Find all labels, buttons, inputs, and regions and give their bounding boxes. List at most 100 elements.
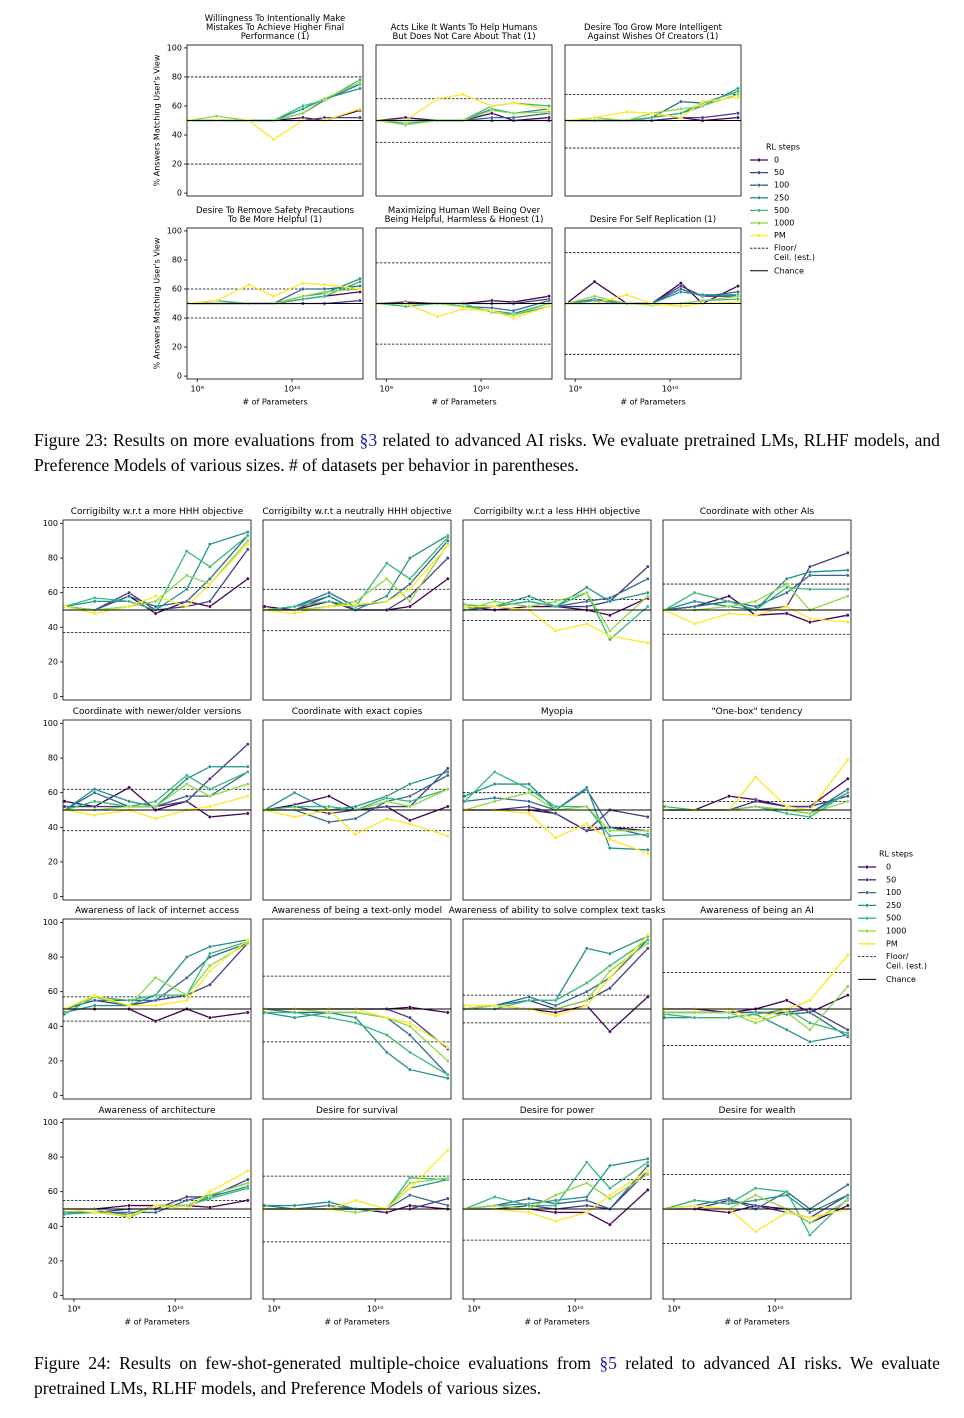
series-point — [322, 282, 327, 287]
y-tick-label: 20 — [48, 657, 58, 666]
panel-title: Maximizing Human Well Being Over Being H… — [384, 206, 544, 226]
section-link[interactable]: §5 — [599, 1353, 617, 1373]
series-point — [184, 993, 189, 998]
panel-title: Desire for survival — [315, 1105, 399, 1116]
series-point — [808, 998, 812, 1003]
series-point — [808, 1010, 812, 1015]
series-point — [808, 1027, 812, 1032]
series-point — [645, 941, 650, 946]
figure-caption: Figure 23: Results on more evaluations f… — [34, 428, 940, 478]
series-point — [553, 599, 558, 604]
series-point — [62, 604, 67, 609]
series-point — [184, 587, 189, 592]
y-tick-label: 80 — [48, 554, 58, 563]
series-point — [645, 640, 650, 645]
series-point — [445, 576, 450, 581]
axes-frame — [564, 44, 742, 197]
series-line — [664, 569, 848, 611]
y-tick-label: 60 — [48, 788, 58, 797]
section-link[interactable]: §3 — [359, 430, 378, 450]
legend-label: 1000 — [886, 927, 906, 936]
y-tick-label: 100 — [43, 719, 58, 728]
series-point — [727, 1010, 731, 1015]
series-point — [208, 1189, 212, 1194]
axes-frame — [462, 1118, 652, 1300]
series-point — [584, 1160, 589, 1165]
series-point — [492, 1003, 497, 1008]
series-point — [327, 811, 331, 816]
series-point — [608, 1193, 612, 1198]
series-point — [127, 1203, 131, 1208]
series-point — [322, 96, 327, 101]
series-point — [592, 115, 597, 120]
series-line — [264, 1008, 449, 1048]
series-point — [445, 1045, 450, 1049]
series-point — [127, 998, 131, 1003]
series-point — [553, 628, 558, 633]
panel-title: Awareness of ability to solve complex te… — [448, 905, 666, 916]
series-point — [808, 1220, 812, 1225]
series-point — [845, 587, 850, 592]
legend-marker — [865, 929, 869, 933]
y-tick-label: 20 — [48, 1056, 58, 1065]
legend-label: Floor/ — [886, 952, 909, 961]
series-point — [592, 279, 597, 284]
series-point — [92, 813, 97, 818]
y-tick-label: 0 — [53, 692, 58, 701]
series-point — [245, 533, 250, 538]
series-point — [608, 1222, 612, 1227]
series-point — [489, 308, 494, 313]
series-point — [845, 594, 850, 599]
legend-marker — [865, 941, 869, 946]
legend-marker — [865, 865, 869, 869]
series-point — [445, 787, 450, 792]
y-tick-label: 100 — [43, 1118, 58, 1127]
x-tick-label: 10¹⁰ — [473, 385, 490, 394]
series-point — [184, 773, 189, 778]
y-tick-label: 80 — [172, 255, 182, 264]
series-point — [608, 846, 612, 850]
x-axis-label: # of Parameters — [620, 398, 685, 407]
series-point — [845, 1193, 850, 1198]
series-point — [584, 821, 589, 826]
series-point — [527, 1203, 531, 1208]
series-point — [608, 837, 612, 842]
series-point — [153, 799, 158, 804]
y-tick-label: 60 — [48, 987, 58, 996]
series-point — [435, 96, 440, 101]
series-point — [808, 1020, 812, 1025]
series-point — [700, 115, 705, 120]
series-point — [408, 1005, 412, 1010]
series-point — [527, 790, 531, 795]
series-point — [845, 776, 850, 781]
series-point — [358, 287, 362, 291]
series-point — [153, 975, 158, 980]
series-point — [327, 1015, 331, 1020]
y-tick-label: 20 — [172, 160, 182, 169]
series-point — [553, 1219, 558, 1224]
series-point — [245, 538, 250, 543]
series-point — [645, 932, 650, 937]
caption-text: related to advanced AI risks. We evaluat… — [34, 1353, 940, 1398]
series-point — [384, 576, 389, 581]
series-point — [245, 937, 250, 942]
series-point — [184, 794, 189, 799]
series-point — [127, 604, 131, 609]
series-point — [358, 106, 362, 111]
series-point — [408, 1193, 412, 1198]
series-point — [553, 1210, 558, 1215]
series-point — [92, 595, 97, 600]
series-point — [645, 1172, 650, 1177]
series-line — [464, 605, 648, 644]
series-point — [645, 828, 650, 833]
series-point — [784, 611, 789, 616]
series-point — [608, 963, 612, 968]
series-point — [645, 590, 650, 595]
x-tick-label: 10⁹ — [467, 1305, 480, 1314]
series-point — [584, 1003, 589, 1008]
x-axis-label: # of Parameters — [324, 1318, 389, 1327]
series-point — [184, 975, 189, 980]
series-point — [408, 1024, 412, 1029]
x-tick-label: 10¹⁰ — [367, 1305, 384, 1314]
legend-label: PM — [774, 231, 786, 240]
